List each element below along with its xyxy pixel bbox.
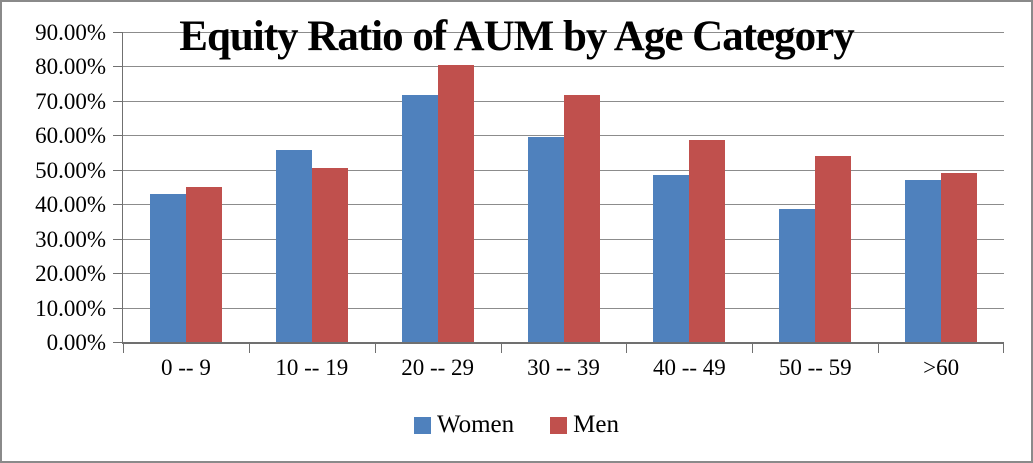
bar-men-0 -- 9 (185, 186, 222, 343)
x-tick-6 (878, 344, 880, 353)
y-axis-labels: 0.00% 10.00% 20.00% 30.00% 40.00% 50.00% 60.00… (8, 2, 106, 461)
bar-group-10 -- 19 (249, 33, 375, 343)
bar-women-20 -- 29 (401, 95, 438, 343)
bar-women->60 (905, 179, 942, 343)
y-axis-label-10: 10.00% (35, 295, 106, 321)
y-axis-label-40: 40.00% (35, 192, 106, 218)
y-tick-40 (113, 204, 123, 206)
x-axis-label-40 -- 49: 40 -- 49 (652, 355, 726, 380)
bar-men-50 -- 59 (815, 155, 852, 343)
bar-group-20 -- 29 (375, 33, 501, 343)
bars-row (123, 33, 1004, 343)
x-tick-0 (123, 344, 124, 353)
legend-item-men: Men (550, 411, 619, 439)
x-axis-line (123, 342, 1004, 344)
y-tick-90 (113, 32, 123, 33)
legend-swatch-women-icon (414, 416, 432, 434)
bar-men-20 -- 29 (437, 65, 474, 343)
legend-label-men: Men (573, 411, 619, 438)
y-axis-line (122, 33, 123, 344)
y-axis-label-50: 50.00% (35, 157, 106, 183)
bar-women-30 -- 39 (527, 137, 564, 343)
y-tick-50 (113, 169, 123, 171)
bar-women-40 -- 49 (653, 175, 690, 343)
gridline-80 (123, 66, 1004, 68)
bar-group-30 -- 39 (501, 33, 627, 343)
x-axis-label-30 -- 39: 30 -- 39 (527, 355, 600, 380)
plot-area (113, 32, 1004, 353)
bar-women-0 -- 9 (149, 193, 186, 343)
y-tick-80 (113, 66, 123, 68)
y-tick-30 (113, 238, 123, 240)
y-axis-label-20: 20.00% (35, 261, 106, 287)
x-tick-2 (374, 344, 376, 353)
bar-men->60 (941, 172, 978, 343)
x-axis-label->60: >60 (923, 355, 960, 380)
bar-men-30 -- 39 (563, 95, 600, 343)
y-axis-label-60: 60.00% (35, 123, 106, 149)
y-axis-label-80: 80.00% (35, 54, 106, 80)
legend-label-women: Women (437, 411, 515, 438)
y-tick-20 (113, 273, 123, 275)
x-axis-label-10 -- 19: 10 -- 19 (275, 355, 349, 380)
x-tick-5 (752, 344, 754, 353)
x-axis-labels: 0 -- 9 10 -- 19 20 -- 29 30 -- 39 40 -- 49 50… (123, 354, 1004, 382)
bar-women-10 -- 19 (275, 150, 312, 343)
gridline-90 (123, 32, 1004, 33)
legend: Women Men (2, 411, 1031, 439)
bar-men-10 -- 19 (311, 167, 348, 343)
y-tick-0 (113, 342, 123, 343)
x-tick-4 (626, 344, 628, 353)
x-axis-label-50 -- 59: 50 -- 59 (778, 355, 852, 380)
bar-group-40 -- 49 (626, 33, 752, 343)
y-tick-10 (113, 307, 123, 309)
bar-group-50 -- 59 (752, 33, 878, 343)
bar-women-50 -- 59 (779, 209, 816, 343)
y-axis-label-70: 70.00% (35, 88, 106, 114)
x-tick-1 (248, 344, 250, 353)
x-tick-3 (500, 344, 502, 353)
bar-men-40 -- 49 (689, 139, 726, 343)
bar-group->60 (878, 33, 1004, 343)
x-axis-label-20 -- 29: 20 -- 29 (401, 355, 475, 380)
x-axis-label-0 -- 9: 0 -- 9 (161, 355, 211, 380)
y-tick-70 (113, 100, 123, 102)
y-axis-label-30: 30.00% (35, 226, 106, 252)
y-tick-60 (113, 135, 123, 137)
y-axis-label-0: 0.00% (46, 330, 106, 355)
y-axis-label-90: 90.00% (35, 20, 106, 45)
bar-group-0 -- 9 (123, 33, 249, 343)
legend-item-women: Women (414, 411, 514, 439)
legend-swatch-men-icon (550, 416, 568, 434)
x-tick-7 (1003, 344, 1004, 353)
